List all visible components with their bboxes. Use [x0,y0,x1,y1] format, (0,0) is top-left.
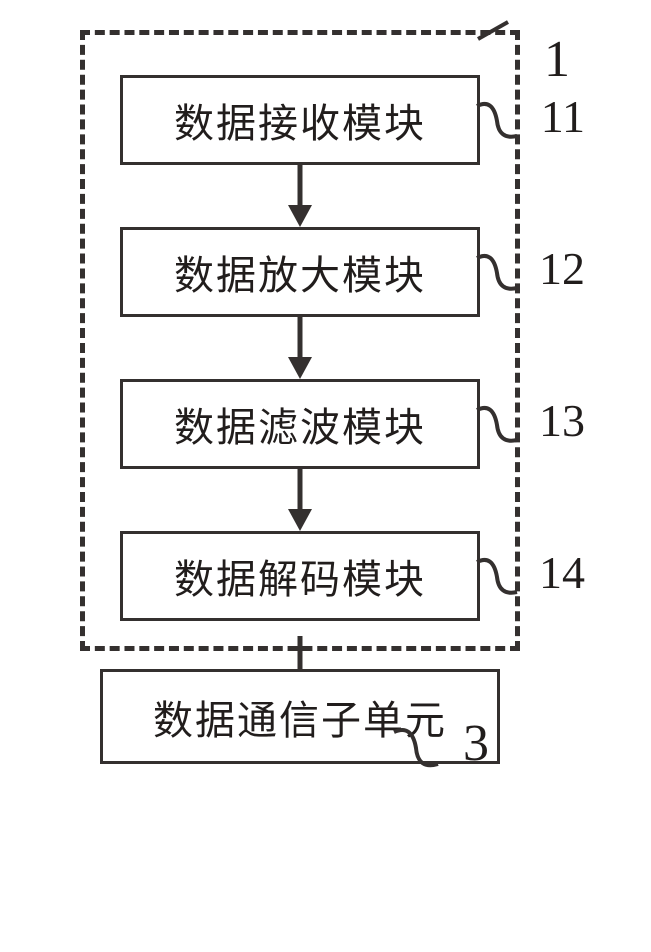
node-label: 3 [463,714,489,773]
label-curve-icon [475,400,521,450]
arrow-down-icon [280,317,320,379]
node-label: 12 [539,242,585,295]
node-box-13: 数据滤波模块 13 [120,379,480,469]
label-curve-icon [475,248,521,298]
arrow-gap [120,469,480,531]
node-box-3: 数据通信子单元 3 [100,669,500,764]
node-text: 数据解码模块 [174,547,426,605]
label-curve-icon [475,96,521,146]
arrow-down-icon [280,469,320,531]
node-text: 数据接收模块 [174,91,426,149]
node-box-14: 数据解码模块 14 [120,531,480,621]
node-label: 11 [541,90,585,143]
node-text: 数据放大模块 [174,243,426,301]
label-curve-icon [475,552,521,602]
flowchart-root: 1 数据接收模块 11 数据放大模块 12 [50,30,610,764]
arrow-gap [120,165,480,227]
node-label: 13 [539,394,585,447]
container-label-notch [473,17,523,47]
arrow-gap [120,317,480,379]
dashed-container: 1 数据接收模块 11 数据放大模块 12 [80,30,520,651]
node-label: 14 [539,546,585,599]
arrow-down-icon [280,165,320,227]
container-label: 1 [544,30,570,89]
node-text: 数据滤波模块 [174,395,426,453]
node-box-11: 数据接收模块 11 [120,75,480,165]
label-curve-icon [392,722,442,776]
node-box-12: 数据放大模块 12 [120,227,480,317]
